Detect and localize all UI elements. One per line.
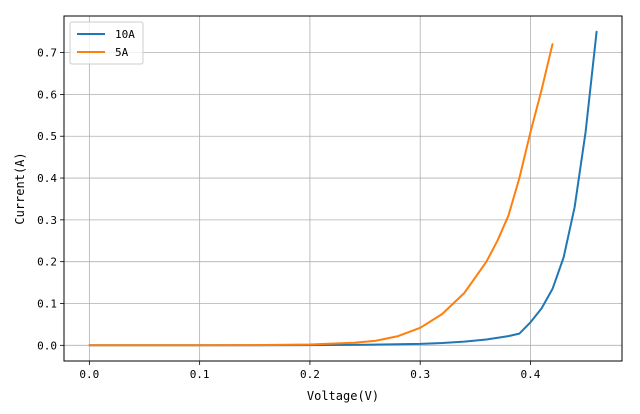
axis-ticks: 0.0 0.1 0.2 0.3 0.4 0.0 0.1 0.2 0.3 0.4 0.5 0.6 0.7 — [37, 47, 541, 381]
x-tick-label: 0.4 — [521, 368, 541, 381]
y-tick-label: 0.3 — [37, 214, 57, 227]
legend-box — [69, 21, 144, 65]
x-tick-label: 0.2 — [300, 368, 320, 381]
series-line-5a — [88, 43, 554, 347]
y-tick-label: 0.1 — [37, 298, 57, 311]
legend: 10A 5A — [69, 21, 144, 65]
y-tick-label: 0.6 — [37, 88, 57, 101]
legend-label-5a: 5A — [115, 46, 129, 59]
y-tick-label: 0.7 — [37, 47, 57, 60]
x-tick-label: 0.1 — [190, 368, 210, 381]
series-lines — [88, 30, 598, 347]
y-tick-label: 0.5 — [37, 130, 57, 143]
x-axis-label: Voltage(V) — [307, 389, 379, 403]
x-tick-label: 0.3 — [410, 368, 430, 381]
y-tick-label: 0.4 — [37, 172, 57, 185]
y-tick-label: 0.2 — [37, 256, 57, 269]
x-tick-label: 0.0 — [79, 368, 99, 381]
plot-frame — [63, 15, 623, 362]
y-axis-label: Current(A) — [13, 152, 27, 224]
y-tick-label: 0.0 — [37, 339, 57, 352]
legend-label-10a: 10A — [115, 28, 135, 41]
